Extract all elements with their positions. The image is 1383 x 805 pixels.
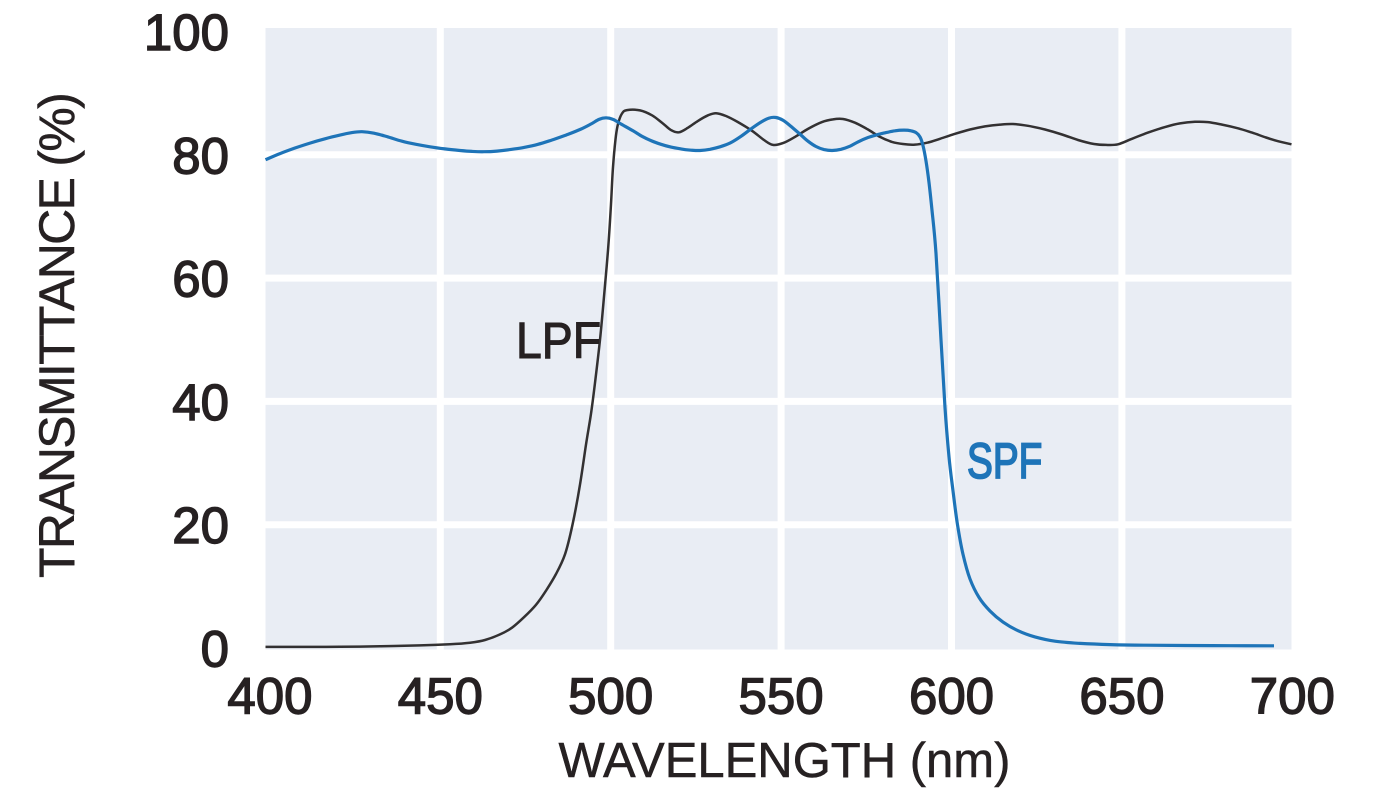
- svg-text:400: 400: [227, 668, 312, 725]
- svg-text:TRANSMITTANCE (%): TRANSMITTANCE (%): [29, 94, 85, 578]
- svg-text:40: 40: [172, 374, 229, 431]
- svg-text:450: 450: [398, 668, 483, 725]
- svg-text:700: 700: [1250, 668, 1335, 725]
- svg-text:80: 80: [172, 127, 229, 184]
- svg-text:550: 550: [739, 668, 824, 725]
- svg-text:60: 60: [172, 251, 229, 308]
- svg-text:600: 600: [909, 668, 994, 725]
- svg-text:100: 100: [144, 4, 229, 61]
- svg-text:0: 0: [201, 621, 229, 678]
- svg-text:500: 500: [568, 668, 653, 725]
- svg-text:WAVELENGTH (nm): WAVELENGTH (nm): [559, 734, 1011, 788]
- svg-text:20: 20: [172, 497, 229, 554]
- svg-text:LPF: LPF: [516, 313, 601, 369]
- svg-text:SPF: SPF: [967, 434, 1042, 489]
- svg-text:650: 650: [1079, 668, 1164, 725]
